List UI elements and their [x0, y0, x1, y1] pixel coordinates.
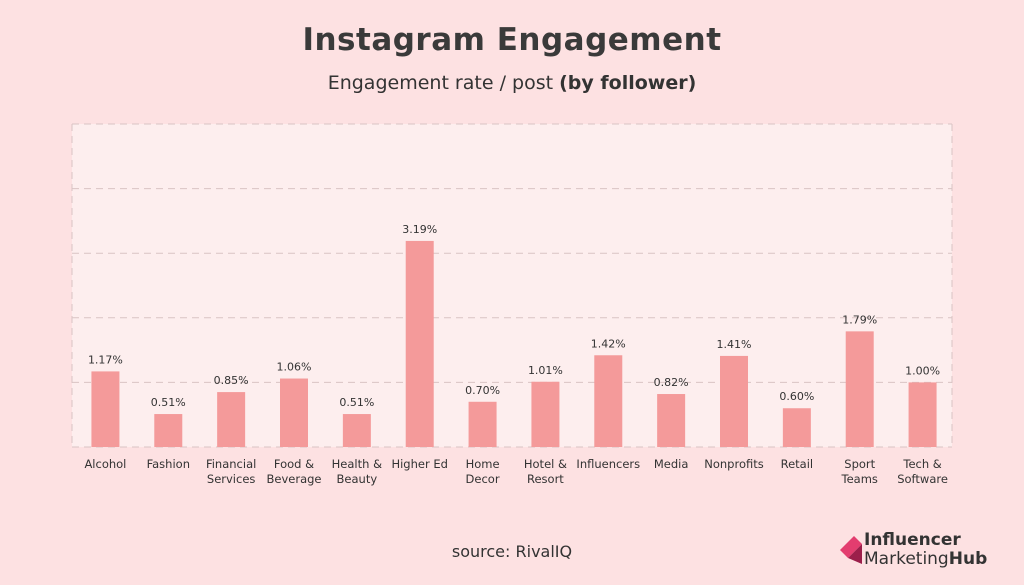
x-tick-label: Beauty	[337, 472, 378, 486]
logo-mark-icon	[840, 536, 862, 564]
data-label: 3.19%	[402, 223, 437, 236]
bar[interactable]	[405, 240, 434, 447]
data-label: 1.00%	[905, 364, 940, 377]
x-tick-label: Resort	[527, 472, 564, 486]
logo-line2: MarketingHub	[864, 549, 987, 569]
data-label: 0.60%	[779, 390, 814, 403]
x-tick-label: Services	[207, 472, 256, 486]
x-tick-label: Food &	[274, 457, 314, 471]
x-tick-label: Retail	[781, 457, 814, 471]
x-tick-label: Tech &	[902, 457, 941, 471]
logo-line2b: Hub	[948, 549, 988, 569]
x-tick-label: Fashion	[147, 457, 190, 471]
x-tick-label: Nonprofits	[704, 457, 763, 471]
bar[interactable]	[594, 355, 623, 447]
source-note: source: RivalIQ	[451, 542, 573, 561]
x-tick-label: Health &	[332, 457, 382, 471]
bar[interactable]	[720, 355, 748, 447]
bar[interactable]	[845, 331, 874, 447]
logo-line1: Influencer	[864, 530, 961, 550]
x-tick-label: Financial	[206, 457, 256, 471]
data-label: 1.06%	[277, 361, 312, 374]
bar[interactable]	[531, 381, 560, 447]
bar[interactable]	[280, 378, 308, 447]
chart-title: Instagram Engagement	[302, 22, 722, 58]
data-label: 1.42%	[591, 337, 626, 350]
bar[interactable]	[217, 392, 246, 447]
bar[interactable]	[91, 371, 120, 447]
chart-subtitle: Engagement rate / post (by follower)	[0, 72, 1024, 94]
data-label: 1.79%	[842, 313, 877, 326]
brand-logo: Influencer MarketingHub	[840, 530, 1020, 572]
x-tick-label: Decor	[466, 472, 500, 486]
data-label: 0.51%	[339, 396, 374, 409]
plot-area	[72, 124, 952, 447]
bar[interactable]	[154, 414, 183, 447]
x-tick-label: Media	[654, 457, 689, 471]
x-tick-label: Influencers	[576, 457, 640, 471]
data-label: 1.01%	[528, 364, 563, 377]
data-label: 0.82%	[654, 376, 689, 389]
x-tick-label: Hotel &	[524, 457, 567, 471]
bar[interactable]	[657, 394, 686, 447]
subtitle-main: Engagement rate / post	[327, 72, 554, 94]
data-label: 1.41%	[717, 338, 752, 351]
x-tick-label: Alcohol	[84, 457, 126, 471]
bar[interactable]	[908, 382, 937, 447]
bar[interactable]	[342, 414, 371, 447]
logo-line2a: Marketing	[864, 549, 949, 569]
bar[interactable]	[468, 401, 497, 447]
x-tick-label: Beverage	[267, 472, 322, 486]
x-tick-label: Teams	[841, 472, 878, 486]
data-label: 1.17%	[88, 353, 123, 366]
bar[interactable]	[782, 408, 811, 447]
data-label: 0.85%	[214, 374, 249, 387]
x-tick-label: Software	[897, 472, 948, 486]
data-label: 0.51%	[151, 396, 186, 409]
x-tick-label: Home	[466, 457, 500, 471]
subtitle-bold: (by follower)	[559, 72, 697, 94]
data-label: 0.70%	[465, 384, 500, 397]
x-tick-label: Sport	[844, 457, 875, 471]
x-tick-label: Higher Ed	[391, 457, 447, 471]
